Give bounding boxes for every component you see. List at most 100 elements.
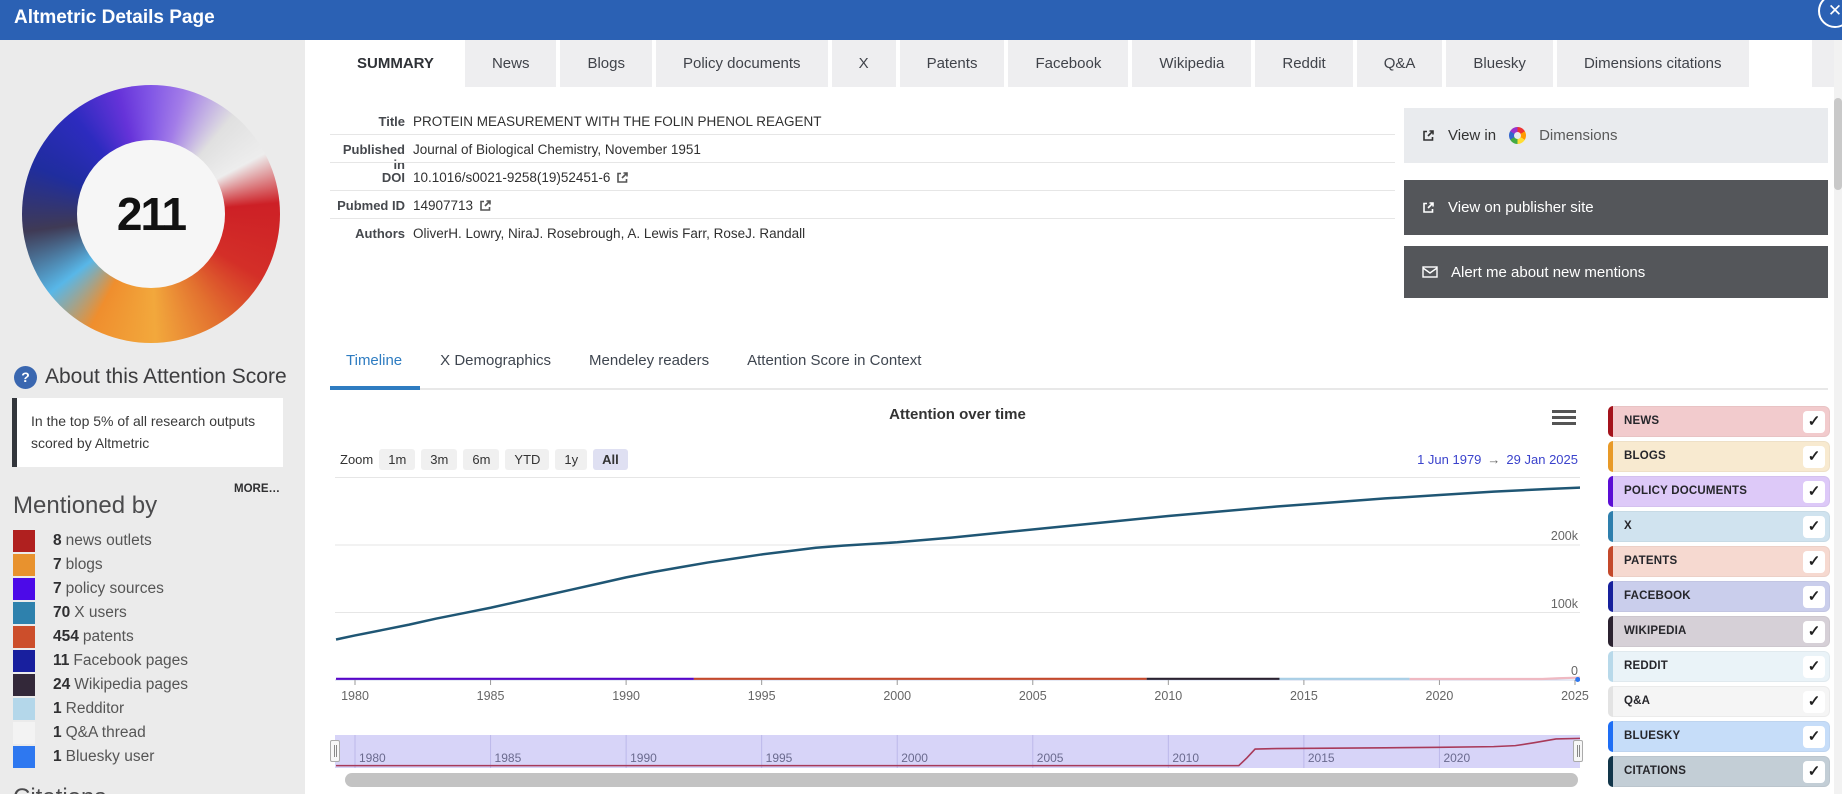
- mention-wikipedia-pages[interactable]: 24 Wikipedia pages: [13, 673, 188, 697]
- x-tick-2000: 2000: [883, 689, 912, 703]
- zoom-all-button[interactable]: All: [593, 449, 628, 470]
- external-link-icon[interactable]: [616, 171, 629, 184]
- legend-checkbox[interactable]: ✓: [1803, 550, 1825, 573]
- navigator-band[interactable]: [335, 735, 1580, 768]
- close-icon[interactable]: ✕: [1818, 0, 1842, 28]
- x-tick-2005: 2005: [1018, 689, 1047, 703]
- tab-patents[interactable]: Patents: [899, 40, 1005, 87]
- legend-bluesky[interactable]: BLUESKY ✓: [1608, 721, 1830, 752]
- horizontal-scrollbar[interactable]: [345, 773, 1578, 787]
- tab-reddit[interactable]: Reddit: [1255, 40, 1353, 87]
- navigator-left-handle[interactable]: [330, 740, 340, 762]
- legend-facebook[interactable]: FACEBOOK ✓: [1608, 581, 1830, 612]
- tab-blogs[interactable]: Blogs: [560, 40, 652, 87]
- tab-bluesky[interactable]: Bluesky: [1446, 40, 1553, 87]
- tab-wikipedia[interactable]: Wikipedia: [1132, 40, 1252, 87]
- legend-checkbox[interactable]: ✓: [1803, 445, 1825, 468]
- q-a-thread-swatch: [13, 722, 35, 744]
- detail-label: DOI: [381, 170, 405, 185]
- tab-policy-documents[interactable]: Policy documents: [656, 40, 828, 87]
- legend-accent: [1608, 476, 1613, 507]
- navigator-label-2000: 2000: [901, 751, 928, 765]
- legend-checkbox[interactable]: ✓: [1803, 515, 1825, 538]
- range-to[interactable]: 29 Jan 2025: [1506, 452, 1578, 467]
- mention-q-a-thread[interactable]: 1 Q&A thread: [13, 721, 188, 745]
- legend-label: REDDIT: [1624, 660, 1669, 672]
- x-tick-1995: 1995: [747, 689, 776, 703]
- legend-blogs[interactable]: BLOGS ✓: [1608, 441, 1830, 472]
- zoom-1m-button[interactable]: 1m: [379, 449, 416, 470]
- redditor-swatch: [13, 698, 35, 720]
- external-link-icon[interactable]: [479, 199, 492, 212]
- mention-blogs[interactable]: 7 blogs: [13, 553, 188, 577]
- detail-label: Published in: [342, 142, 405, 172]
- envelope-icon: [1422, 266, 1438, 278]
- legend-label: NEWS: [1624, 415, 1660, 427]
- alert-new-mentions-button[interactable]: Alert me about new mentions: [1404, 246, 1828, 298]
- dimensions-logo-icon: [1509, 127, 1527, 144]
- chart-title: Attention over time: [889, 406, 1026, 423]
- zoom-3m-button[interactable]: 3m: [421, 449, 458, 470]
- zoom-ytd-button[interactable]: YTD: [505, 449, 550, 470]
- tab-x[interactable]: X: [831, 40, 896, 87]
- mention-redditor[interactable]: 1 Redditor: [13, 697, 188, 721]
- legend-citations[interactable]: CITATIONS ✓: [1608, 756, 1830, 787]
- subtab-timeline[interactable]: Timeline: [346, 352, 403, 369]
- legend-reddit[interactable]: REDDIT ✓: [1608, 651, 1830, 682]
- tab-q-a[interactable]: Q&A: [1356, 40, 1443, 87]
- subtab-mendeley-readers[interactable]: Mendeley readers: [589, 352, 710, 369]
- legend-checkbox[interactable]: ✓: [1803, 620, 1825, 643]
- legend-checkbox[interactable]: ✓: [1803, 725, 1825, 748]
- tab-dimensions-citations[interactable]: Dimensions citations: [1556, 40, 1749, 87]
- tab-news[interactable]: News: [464, 40, 557, 87]
- zoom-1y-button[interactable]: 1y: [555, 449, 588, 470]
- legend-wikipedia[interactable]: WIKIPEDIA ✓: [1608, 616, 1830, 647]
- mention-patents[interactable]: 454 patents: [13, 625, 188, 649]
- legend-label: BLOGS: [1624, 450, 1666, 462]
- tab-summary[interactable]: SUMMARY: [330, 40, 461, 87]
- legend-checkbox[interactable]: ✓: [1803, 410, 1825, 433]
- mention-text: 1 Bluesky user: [53, 748, 155, 765]
- range-from[interactable]: 1 Jun 1979: [1417, 452, 1482, 467]
- mention-facebook-pages[interactable]: 11 Facebook pages: [13, 649, 188, 673]
- range-arrow-icon: →: [1487, 452, 1501, 467]
- navigator-label-2005: 2005: [1036, 751, 1064, 765]
- x-tick-2010: 2010: [1154, 689, 1183, 703]
- chart-menu-icon[interactable]: [1552, 410, 1576, 427]
- subtab-x-demographics[interactable]: X Demographics: [440, 352, 552, 369]
- help-icon[interactable]: ?: [14, 365, 37, 389]
- mention-policy-sources[interactable]: 7 policy sources: [13, 577, 188, 601]
- analysis-subtabs: Timeline X Demographics Mendeley readers At…: [346, 352, 921, 369]
- tab-facebook[interactable]: Facebook: [1008, 40, 1129, 87]
- subtab-attention-score-in-context[interactable]: Attention Score in Context: [747, 352, 922, 369]
- legend-checkbox[interactable]: ✓: [1803, 760, 1825, 783]
- legend-q-a[interactable]: Q&A ✓: [1608, 686, 1830, 717]
- vertical-scrollbar-thumb[interactable]: [1834, 98, 1842, 190]
- legend-x[interactable]: X ✓: [1608, 511, 1830, 542]
- legend-patents[interactable]: PATENTS ✓: [1608, 546, 1830, 577]
- zoom-label: Zoom: [340, 452, 374, 467]
- more-link[interactable]: MORE…: [234, 483, 280, 495]
- wikipedia-pages-swatch: [13, 674, 35, 696]
- legend-checkbox[interactable]: ✓: [1803, 585, 1825, 608]
- navigator-right-handle[interactable]: [1573, 740, 1583, 762]
- legend-accent: [1608, 651, 1613, 682]
- legend-news[interactable]: NEWS ✓: [1608, 406, 1830, 437]
- detail-value: OliverH. Lowry, NiraJ. Rosebrough, A. Le…: [413, 226, 806, 241]
- view-on-publisher-site-button[interactable]: View on publisher site: [1404, 180, 1828, 235]
- zoom-6m-button[interactable]: 6m: [463, 449, 500, 470]
- x-tick-1985: 1985: [476, 689, 505, 703]
- legend-checkbox[interactable]: ✓: [1803, 690, 1825, 713]
- mention-text: 11 Facebook pages: [53, 652, 188, 669]
- mention-x-users[interactable]: 70 X users: [13, 601, 188, 625]
- detail-separator: [330, 162, 1395, 163]
- legend-label: POLICY DOCUMENTS: [1624, 485, 1748, 497]
- mention-text: 70 X users: [53, 604, 127, 621]
- mention-news-outlets[interactable]: 8 news outlets: [13, 529, 188, 553]
- mention-bluesky-user[interactable]: 1 Bluesky user: [13, 745, 188, 769]
- view-in-dimensions-button[interactable]: View in Dimensions: [1404, 108, 1828, 163]
- legend-checkbox[interactable]: ✓: [1803, 480, 1825, 503]
- legend-checkbox[interactable]: ✓: [1803, 655, 1825, 678]
- legend-policy-documents[interactable]: POLICY DOCUMENTS ✓: [1608, 476, 1830, 507]
- legend-label: FACEBOOK: [1624, 590, 1691, 602]
